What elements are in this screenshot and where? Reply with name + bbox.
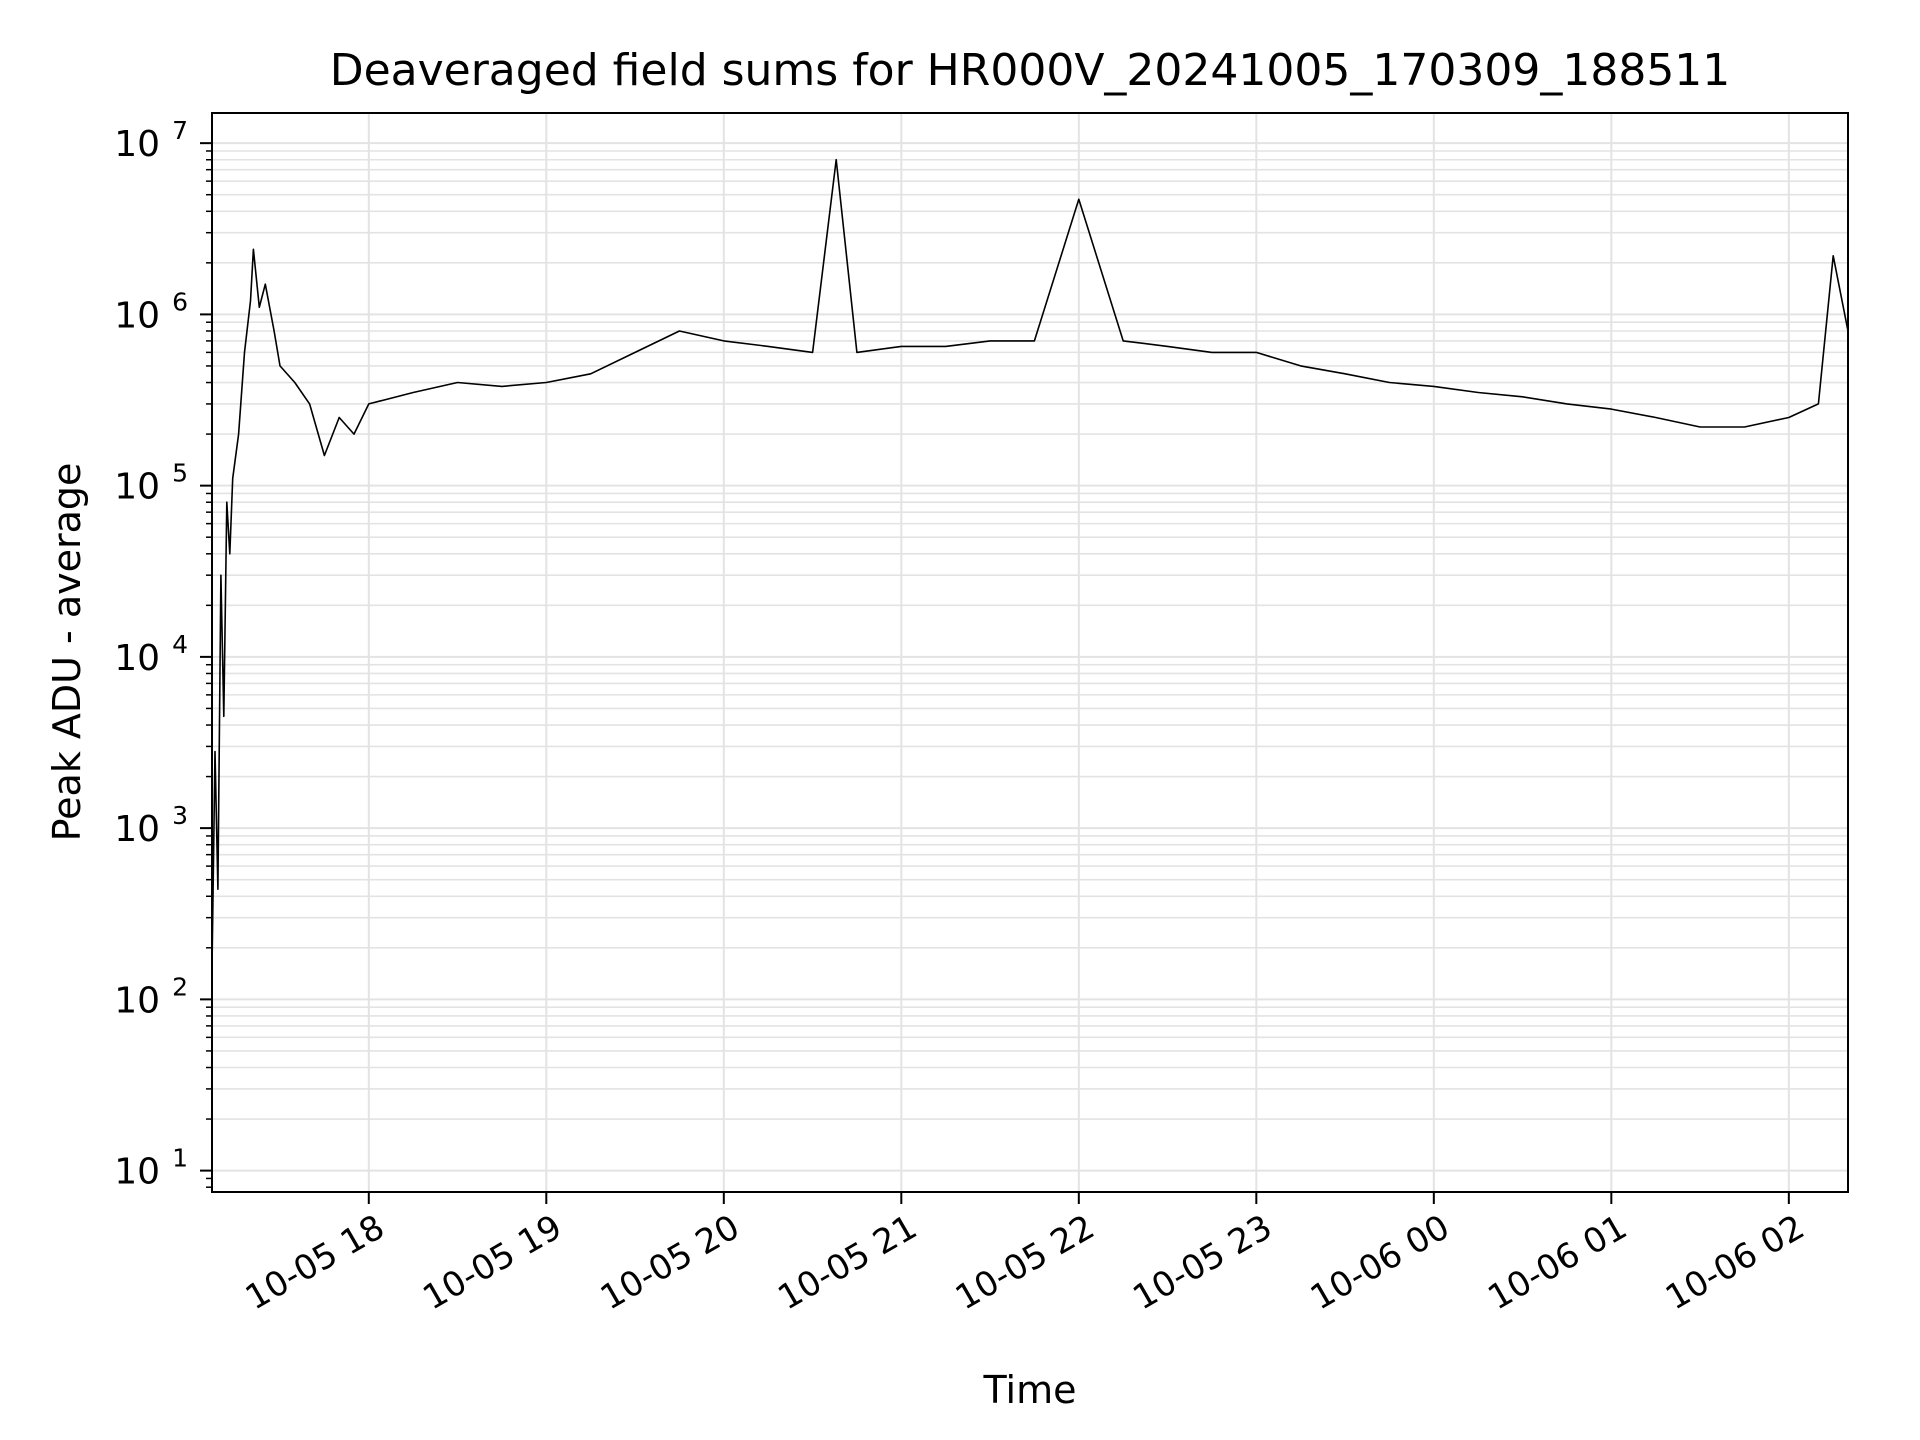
y-tick-exponent: 4 xyxy=(172,630,188,659)
y-tick-exponent: 7 xyxy=(172,116,188,145)
y-tick-label: 10 xyxy=(114,809,160,850)
y-tick-exponent: 1 xyxy=(172,1144,188,1173)
grid xyxy=(212,113,1848,1192)
y-tick-exponent: 5 xyxy=(172,459,188,488)
chart-title: Deaveraged field sums for HR000V_2024100… xyxy=(330,45,1731,96)
plot-frame xyxy=(211,112,1849,1193)
x-axis-label: Time xyxy=(983,1368,1077,1412)
y-tick-exponent: 6 xyxy=(172,287,188,316)
y-tick-label: 10 xyxy=(114,980,160,1021)
y-tick-exponent: 3 xyxy=(172,801,188,830)
y-tick-label: 10 xyxy=(114,1152,160,1193)
y-tick-label: 10 xyxy=(114,467,160,508)
series-line xyxy=(211,158,1849,970)
y-axis-label: Peak ADU - average xyxy=(45,463,89,842)
y-axis: 10 1 10 2 10 3 10 4 10 5 10 6 10 7 xyxy=(114,116,212,1193)
y-tick-label: 10 xyxy=(114,295,160,336)
y-tick-exponent: 2 xyxy=(172,972,188,1001)
series-layer xyxy=(211,158,1849,970)
y-tick-label: 10 xyxy=(114,638,160,679)
y-tick-label: 10 xyxy=(114,124,160,165)
